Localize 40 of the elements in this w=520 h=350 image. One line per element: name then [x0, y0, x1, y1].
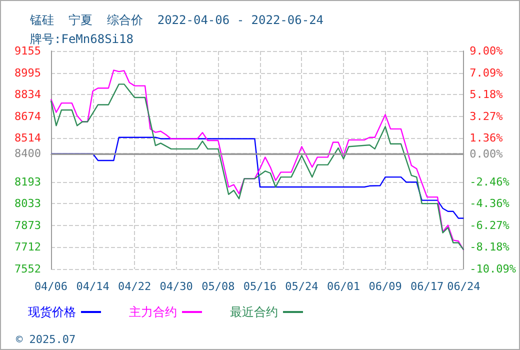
y2-tick-label: 3.27% — [470, 110, 504, 123]
x-tick-label: 06/09 — [368, 280, 402, 293]
legend-label: 现货价格 — [28, 305, 76, 319]
y2-tick-label: 1.36% — [470, 132, 504, 145]
y-tick-label: 8400 — [14, 147, 41, 160]
y2-tick-label: -4.36% — [470, 197, 510, 210]
x-tick-label: 06/01 — [326, 280, 360, 293]
chart-subtitle: 牌号:FeMn68Si18 — [30, 32, 134, 46]
x-tick-label: 04/06 — [34, 280, 68, 293]
y-tick-label: 7712 — [14, 240, 41, 254]
y-tick-label: 8514 — [14, 132, 42, 145]
x-tick-label: 05/16 — [243, 280, 276, 293]
y-tick-label: 9155 — [14, 44, 41, 58]
y2-tick-label: 0.00% — [470, 147, 504, 160]
y2-tick-label: 9.00% — [470, 44, 504, 58]
y-tick-label: 8193 — [14, 175, 41, 188]
y2-tick-label: 5.18% — [470, 88, 504, 102]
y2-tick-label: -10.09% — [470, 262, 516, 276]
y-tick-label: 7873 — [14, 218, 41, 232]
x-tick-label: 06/17 — [410, 280, 444, 293]
legend-label: 最近合约 — [230, 305, 278, 319]
y-tick-label: 8033 — [14, 197, 41, 210]
x-tick-label: 04/30 — [160, 280, 193, 293]
legend-label: 主力合约 — [129, 305, 177, 319]
y2-tick-label: 7.09% — [470, 66, 504, 80]
y2-tick-label: -8.18% — [470, 240, 510, 254]
x-tick-label: 04/22 — [118, 280, 152, 293]
y-tick-label: 8995 — [14, 66, 41, 80]
y2-tick-label: -2.46% — [470, 175, 510, 188]
y-tick-label: 8834 — [14, 88, 42, 102]
y2-tick-label: -6.27% — [470, 218, 510, 232]
y-tick-label: 7552 — [14, 262, 41, 276]
x-tick-label: 05/08 — [202, 280, 235, 293]
line-series — [50, 136, 464, 219]
chart-title: 锰硅 宁夏 综合价 2022-04-06 - 2022-06-24 — [29, 13, 324, 27]
x-tick-label: 05/24 — [285, 280, 319, 293]
y-tick-label: 8674 — [14, 110, 42, 123]
x-tick-label: 06/24 — [447, 280, 481, 293]
text: © 2025.07 — [16, 333, 76, 346]
x-tick-label: 04/14 — [76, 280, 110, 293]
